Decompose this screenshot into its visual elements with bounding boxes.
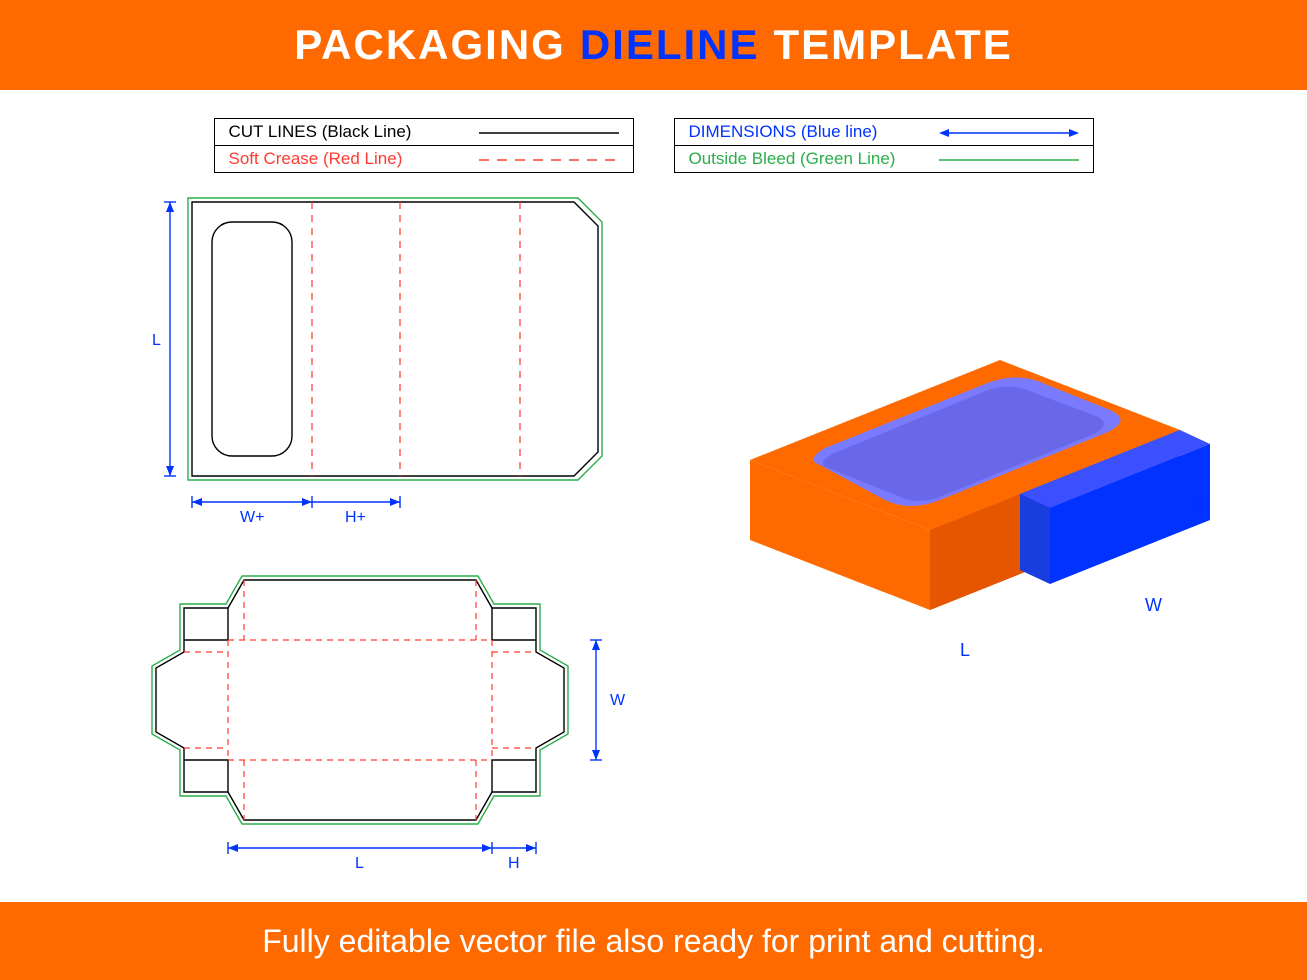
legend-label: Soft Crease (Red Line) xyxy=(229,149,403,169)
header-bar: PACKAGING DIELINE TEMPLATE xyxy=(0,0,1307,90)
box-3d-render xyxy=(710,320,1250,700)
legend-row: CUT LINES (Black Line) Soft Crease (Red … xyxy=(0,118,1307,173)
legend-label: DIMENSIONS (Blue line) xyxy=(689,122,878,142)
legend-label: Outside Bleed (Green Line) xyxy=(689,149,896,169)
legend-dimensions: DIMENSIONS (Blue line) xyxy=(675,119,1093,145)
legend-label: CUT LINES (Black Line) xyxy=(229,122,412,142)
sleeve-dieline: L W+ H+ xyxy=(140,190,660,540)
footer-text: Fully editable vector file also ready fo… xyxy=(262,923,1045,960)
dim-label-L2: L xyxy=(355,855,364,872)
tray-dieline: L H W xyxy=(110,560,670,880)
legend-box-left: CUT LINES (Black Line) Soft Crease (Red … xyxy=(214,118,634,173)
legend-cut-lines: CUT LINES (Black Line) xyxy=(215,119,633,145)
header-word-3: TEMPLATE xyxy=(774,21,1013,69)
legend-sample-solid-green xyxy=(939,152,1079,166)
legend-sample-arrow-blue xyxy=(939,125,1079,139)
legend-bleed: Outside Bleed (Green Line) xyxy=(675,145,1093,172)
header-word-1: PACKAGING xyxy=(294,21,566,69)
legend-soft-crease: Soft Crease (Red Line) xyxy=(215,145,633,172)
box3d-label-L: L xyxy=(960,640,970,661)
header-word-2: DIELINE xyxy=(580,21,760,69)
dim-label-W2: W xyxy=(610,692,626,709)
dim-label-Hplus: H+ xyxy=(345,509,366,526)
dim-label-Wplus: W+ xyxy=(240,509,264,526)
dim-label-L: L xyxy=(152,332,161,349)
dim-label-H2: H xyxy=(508,855,520,872)
box3d-label-H: H xyxy=(1195,495,1208,516)
legend-sample-dashed-red xyxy=(479,152,619,166)
legend-box-right: DIMENSIONS (Blue line) Outside Bleed (Gr… xyxy=(674,118,1094,173)
box3d-label-W: W xyxy=(1145,595,1162,616)
footer-bar: Fully editable vector file also ready fo… xyxy=(0,902,1307,980)
diagram-area: L W+ H+ xyxy=(0,190,1307,890)
legend-sample-solid-black xyxy=(479,125,619,139)
